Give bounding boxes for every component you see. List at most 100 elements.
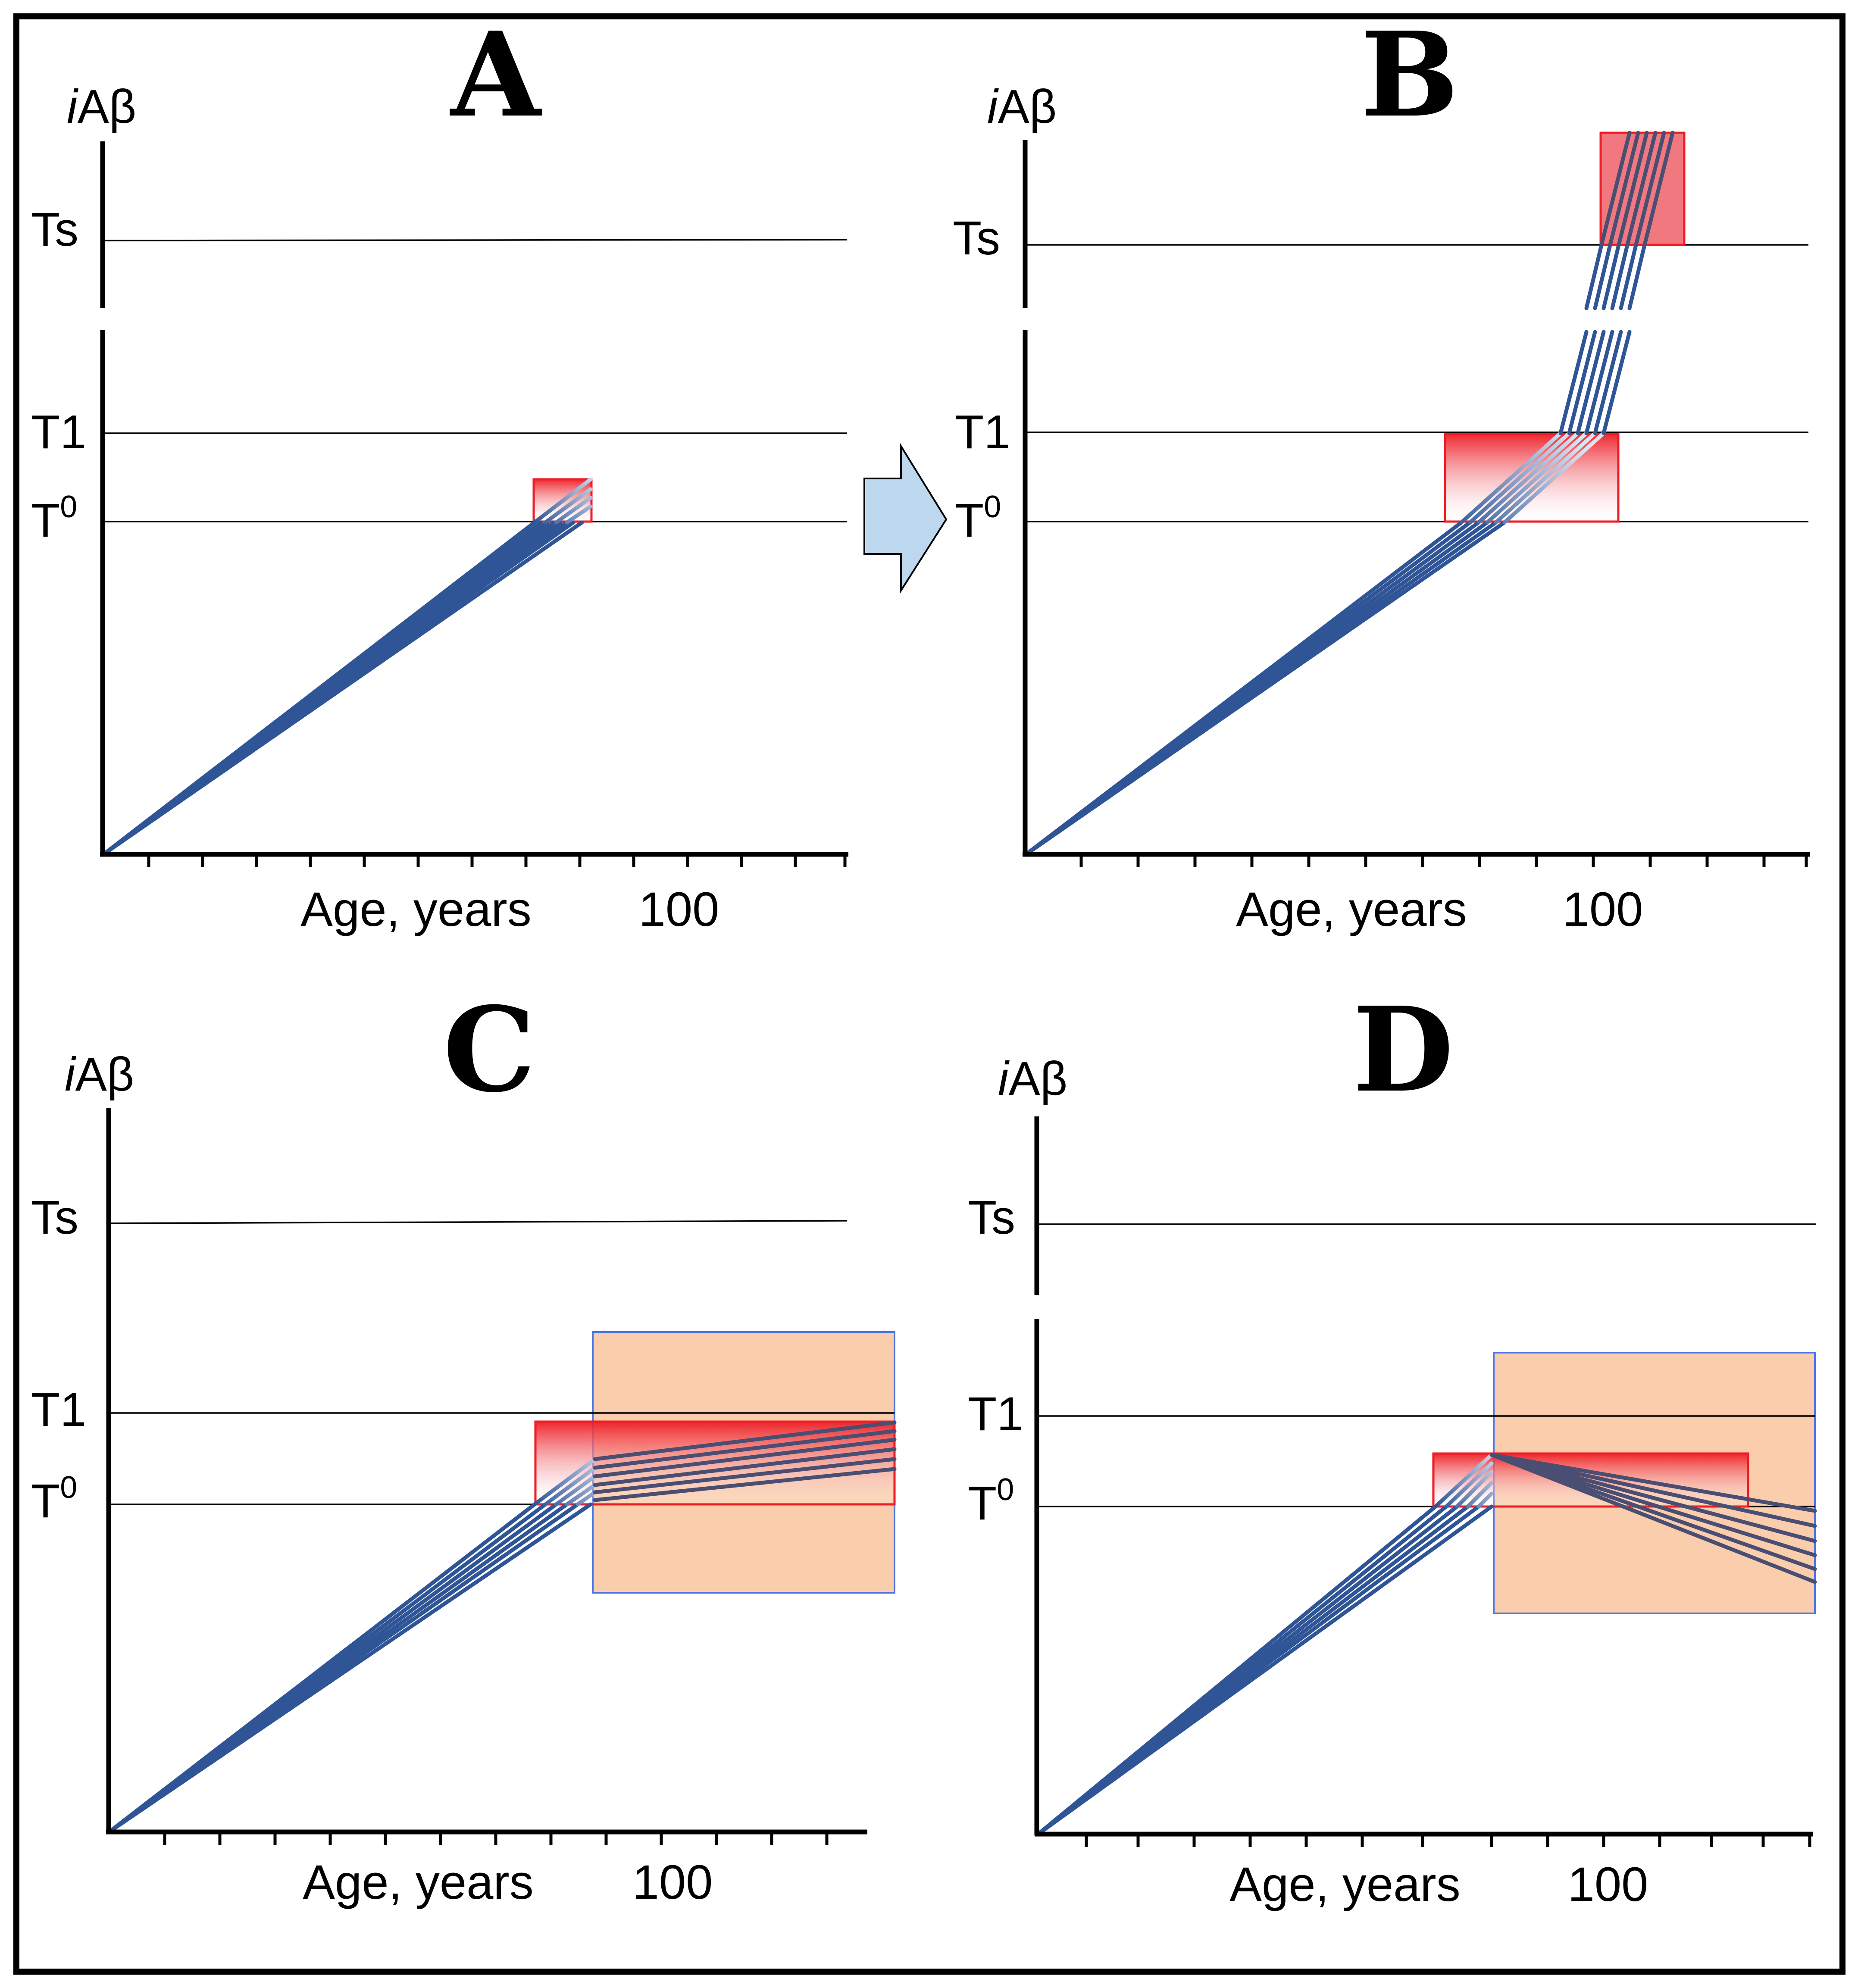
trajectory xyxy=(1489,1453,1817,1513)
trajectory xyxy=(101,520,584,856)
x-tick-label-100: 100 xyxy=(1568,1857,1648,1911)
trajectory xyxy=(1476,1491,1494,1509)
x-tick-label-100: 100 xyxy=(632,1855,713,1909)
trajectory xyxy=(1024,520,1507,856)
trajectory xyxy=(1502,431,1606,525)
trajectory-group xyxy=(1036,1453,1817,1836)
trajectory xyxy=(532,477,593,525)
trajectory xyxy=(1593,330,1623,435)
threshold-ts-label: Ts xyxy=(968,1191,1015,1244)
panel-letter-c: C xyxy=(443,981,536,1118)
trajectory xyxy=(1584,330,1614,435)
threshold-ts-label: Ts xyxy=(31,1191,78,1244)
trajectory xyxy=(543,1466,597,1507)
trajectory xyxy=(576,1490,597,1507)
x-axis-label: Age, years xyxy=(300,882,531,936)
y-axis-label: iAβ xyxy=(987,80,1057,133)
trajectory xyxy=(1036,1504,1494,1836)
trajectory xyxy=(1642,131,1675,247)
trajectory xyxy=(1489,1453,1817,1571)
trajectory xyxy=(565,504,593,525)
trajectory xyxy=(1444,1461,1494,1509)
figure-frame xyxy=(13,13,1845,1975)
trajectory xyxy=(1468,431,1571,525)
trajectory xyxy=(1602,330,1632,435)
threshold-t1-label: T1 xyxy=(968,1388,1023,1441)
trajectory xyxy=(1593,243,1612,310)
threshold-ts-label: Ts xyxy=(953,212,1000,265)
threshold-ts-label: Ts xyxy=(31,203,78,256)
trajectory xyxy=(1610,243,1630,310)
trajectory xyxy=(1634,131,1666,247)
trajectory xyxy=(593,1457,897,1494)
threshold-t0-label: T0 xyxy=(31,490,77,547)
transition-arrow xyxy=(863,443,948,594)
trajectory xyxy=(1485,431,1589,525)
panel-d: D iAβ Ts T1 T0 xyxy=(968,981,1817,1911)
x-axis-ticks xyxy=(1079,854,1808,867)
panel-letter-d: D xyxy=(1353,981,1454,1118)
threshold-t0-label: T0 xyxy=(968,1472,1014,1530)
trajectory xyxy=(1602,243,1621,310)
trajectory xyxy=(1617,131,1649,247)
panel-c: C iAβ Ts T1 T0 xyxy=(31,981,897,1909)
trajectory xyxy=(1489,1453,1817,1543)
threshold-t1-label: T1 xyxy=(31,1383,86,1436)
trajectory xyxy=(1576,330,1606,435)
y-axis-label: iAβ xyxy=(67,80,136,133)
trajectory xyxy=(1433,1453,1494,1509)
trajectory xyxy=(554,496,593,525)
threshold-t1-label: T1 xyxy=(955,406,1010,459)
trajectory xyxy=(565,1483,597,1507)
trajectory xyxy=(1599,131,1632,247)
trajectory xyxy=(593,1438,897,1478)
panel-a: A iAβ Ts T1 T0 xyxy=(31,6,848,936)
trajectory xyxy=(1558,330,1589,435)
threshold-t0-label: T0 xyxy=(31,1470,77,1528)
trajectory xyxy=(1494,431,1597,525)
trajectory xyxy=(1466,1481,1494,1509)
trajectory xyxy=(1455,1470,1494,1509)
trajectory xyxy=(1489,1453,1817,1557)
trajectory xyxy=(1619,243,1638,310)
trajectory xyxy=(1489,1453,1817,1528)
trajectory xyxy=(1567,330,1597,435)
trajectory xyxy=(593,1467,897,1502)
trajectory xyxy=(532,1457,597,1507)
trajectory xyxy=(1459,431,1563,525)
trajectory xyxy=(1489,1453,1817,1584)
trajectory xyxy=(107,1502,593,1834)
trajectory xyxy=(593,1420,897,1461)
trajectory xyxy=(1625,131,1658,247)
trajectory xyxy=(1627,243,1647,310)
panel-letter-a: A xyxy=(449,6,543,143)
trajectory xyxy=(543,487,593,525)
x-axis-ticks xyxy=(1085,1834,1811,1847)
transition-zone-box xyxy=(1444,433,1620,523)
x-axis-ticks xyxy=(163,1832,829,1845)
trajectory-group xyxy=(1024,131,1675,856)
trajectory-group xyxy=(107,1420,897,1834)
panel-letter-b: B xyxy=(1361,6,1459,143)
x-axis-label: Age, years xyxy=(1229,1857,1460,1911)
threshold-ts-line xyxy=(102,239,848,241)
threshold-t1-label: T1 xyxy=(31,406,86,459)
y-axis-label: iAβ xyxy=(65,1048,134,1101)
trajectory xyxy=(1584,243,1604,310)
trajectory xyxy=(1476,431,1580,525)
threshold-ts-line xyxy=(108,1220,848,1224)
x-axis-ticks xyxy=(147,854,847,867)
x-axis-label: Age, years xyxy=(1236,882,1467,936)
x-tick-label-100: 100 xyxy=(639,882,719,936)
trajectory xyxy=(593,1447,897,1487)
panel-b: B iAβ Ts T1 T0 xyxy=(953,6,1810,936)
trajectory-group xyxy=(101,477,593,856)
trajectory xyxy=(593,1429,897,1470)
threshold-t0-label: T0 xyxy=(955,490,1001,547)
trajectory xyxy=(554,1474,597,1507)
x-tick-label-100: 100 xyxy=(1563,882,1643,936)
y-axis-label: iAβ xyxy=(998,1052,1067,1105)
x-axis-label: Age, years xyxy=(303,1855,533,1909)
trajectory xyxy=(1608,131,1640,247)
